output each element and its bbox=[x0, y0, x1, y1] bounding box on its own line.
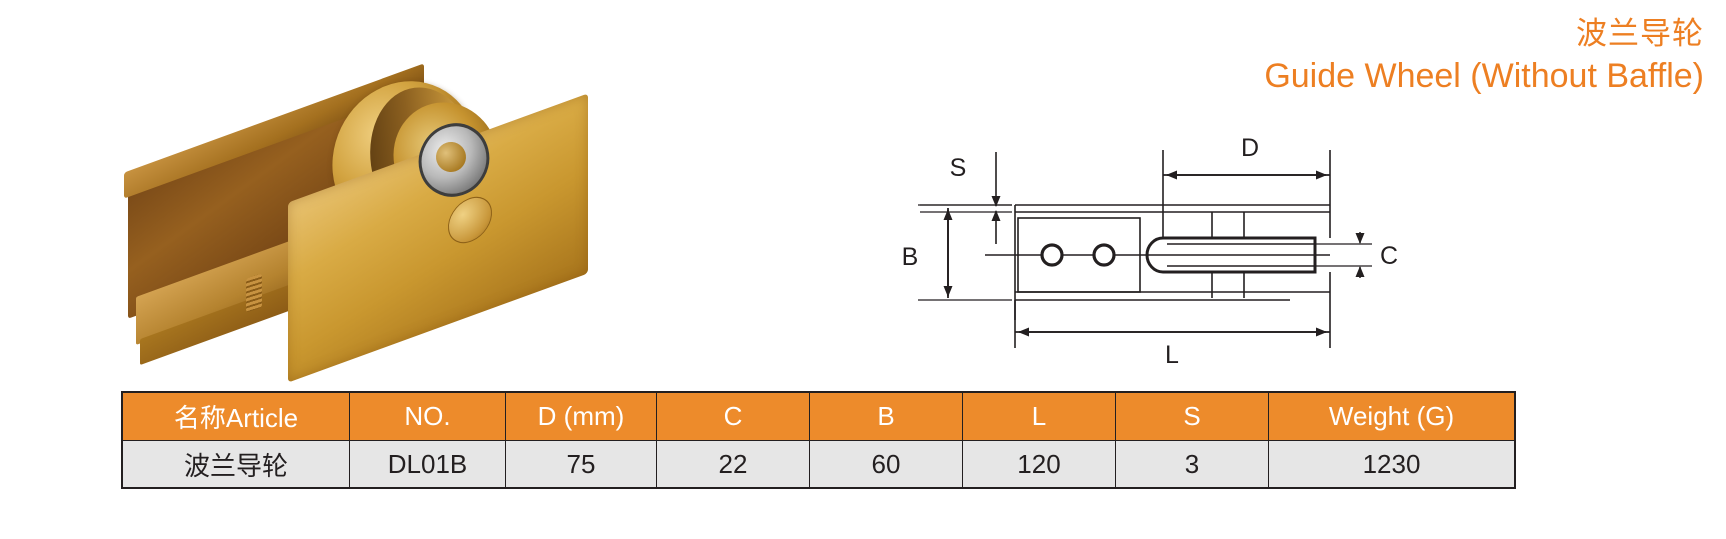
cell-b: 60 bbox=[809, 440, 963, 489]
table-header: 名称Article NO. D (mm) C B L S Weight (G) bbox=[121, 391, 1516, 441]
column-header-weight: Weight (G) bbox=[1268, 391, 1516, 441]
cell-d: 75 bbox=[505, 440, 657, 489]
dimension-label-d: D bbox=[1241, 134, 1259, 162]
column-header-c: C bbox=[656, 391, 810, 441]
specification-table: 名称Article NO. D (mm) C B L S Weight (G) … bbox=[121, 391, 1516, 489]
column-header-l: L bbox=[962, 391, 1116, 441]
column-header-s: S bbox=[1115, 391, 1269, 441]
column-header-d: D (mm) bbox=[505, 391, 657, 441]
product-photo bbox=[118, 58, 588, 383]
page-title-chinese: 波兰导轮 bbox=[1576, 16, 1704, 51]
cell-l: 120 bbox=[962, 440, 1116, 489]
technical-drawing-svg: S B D bbox=[902, 134, 1398, 369]
table-row: 波兰导轮 DL01B 75 22 60 120 3 1230 bbox=[121, 440, 1516, 489]
dimension-l: L bbox=[1014, 272, 1331, 369]
set-screw bbox=[246, 273, 262, 313]
column-header-b: B bbox=[809, 391, 963, 441]
dimension-label-c: C bbox=[1380, 242, 1398, 270]
cell-c: 22 bbox=[656, 440, 810, 489]
title-block: 波兰导轮 Guide Wheel (Without Baffle) bbox=[1264, 18, 1704, 93]
product-photo-stage bbox=[118, 58, 588, 383]
dimension-b: B bbox=[902, 204, 1012, 301]
page-title-english: Guide Wheel (Without Baffle) bbox=[1264, 57, 1704, 95]
bolt-holes bbox=[1040, 243, 1116, 267]
column-header-article: 名称Article bbox=[121, 391, 350, 441]
cell-no: DL01B bbox=[349, 440, 506, 489]
dimension-label-s: S bbox=[950, 154, 967, 182]
drawing-body bbox=[985, 204, 1330, 320]
dimension-s: S bbox=[920, 152, 1012, 244]
table-body: 波兰导轮 DL01B 75 22 60 120 3 1230 bbox=[121, 440, 1516, 489]
column-header-no: NO. bbox=[349, 391, 506, 441]
dimension-label-b: B bbox=[902, 243, 919, 271]
dimension-label-l: L bbox=[1165, 341, 1179, 369]
dimension-d: D bbox=[1162, 134, 1331, 238]
cell-weight: 1230 bbox=[1268, 440, 1516, 489]
wheel-profile bbox=[1145, 212, 1317, 298]
cell-article: 波兰导轮 bbox=[121, 440, 350, 489]
dimension-c: C bbox=[1315, 232, 1398, 278]
table-header-row: 名称Article NO. D (mm) C B L S Weight (G) bbox=[121, 391, 1516, 441]
cell-s: 3 bbox=[1115, 440, 1269, 489]
technical-drawing: S B D bbox=[860, 120, 1420, 370]
